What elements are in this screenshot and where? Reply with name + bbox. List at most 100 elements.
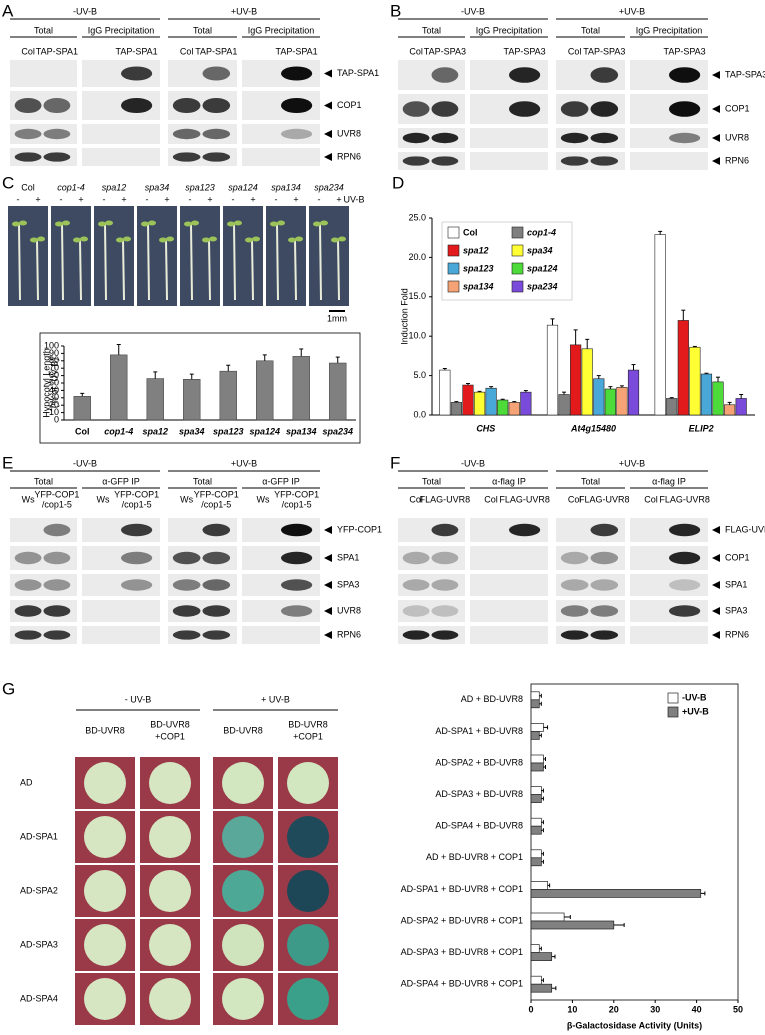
blot-strip	[470, 600, 548, 622]
cotyledon	[105, 220, 113, 226]
treatment-sign: +	[336, 194, 341, 204]
y-axis-label: Induction Fold	[399, 288, 409, 345]
y-tick-label: 40	[49, 385, 59, 395]
row-label: RPN6	[725, 629, 749, 639]
plate-column: BD-UVR8	[150, 719, 190, 729]
seedling-photo	[94, 206, 134, 306]
blot-strip	[82, 124, 160, 144]
genotype-label: spa123	[185, 182, 215, 192]
legend-label: spa123	[463, 263, 494, 273]
bar	[530, 794, 542, 803]
cotyledon	[73, 237, 81, 243]
cotyledon	[19, 220, 27, 226]
band	[402, 156, 430, 166]
arrow	[324, 554, 332, 562]
bar	[462, 384, 474, 416]
blot-group: Total	[193, 25, 212, 35]
band	[121, 66, 153, 81]
legend-swatch	[447, 244, 460, 257]
blot-strip	[10, 60, 77, 87]
band	[590, 101, 619, 117]
bar	[530, 786, 542, 795]
y-tick-label: 15.0	[408, 291, 426, 301]
band	[590, 630, 619, 640]
y-tick-label: AD-SPA3 + BD-UVR8	[435, 789, 523, 799]
yeast-spot	[84, 924, 126, 966]
seedling-photo	[180, 206, 220, 306]
x-tick-label: cop1-4	[104, 426, 133, 436]
cotyledon	[141, 221, 149, 227]
y-tick-label: 20	[49, 400, 59, 410]
bar	[73, 396, 91, 421]
cotyledon	[245, 237, 253, 243]
legend-label: spa234	[527, 281, 558, 291]
seedling	[294, 239, 297, 301]
band	[560, 630, 589, 640]
blot-strip	[556, 546, 625, 570]
blot-strip	[82, 148, 160, 166]
cotyledon	[98, 221, 106, 227]
row-label: UVR8	[337, 605, 361, 615]
band	[281, 551, 313, 565]
band	[402, 579, 430, 591]
treatment-sign: -	[232, 194, 235, 204]
x-tick-label: 30	[650, 1004, 660, 1014]
seedling	[276, 223, 279, 301]
band	[43, 128, 71, 140]
lane-label: Col	[484, 494, 498, 504]
band	[508, 67, 541, 83]
seedling-photo	[266, 206, 306, 306]
blot-header: +UV-B	[619, 6, 645, 16]
cotyledon	[313, 221, 321, 227]
lane-label: Col	[568, 46, 582, 56]
y-tick-label: 10.0	[408, 331, 426, 341]
bar	[530, 920, 615, 930]
lane-label: Col	[409, 494, 423, 504]
arrow	[324, 69, 332, 78]
arrow	[712, 105, 720, 113]
band	[560, 156, 589, 166]
y-tick-label: AD-SPA2 + BD-UVR8	[435, 757, 523, 767]
bar	[530, 817, 542, 827]
cotyledon	[80, 236, 88, 242]
treatment-sign: +	[35, 194, 40, 204]
seedling-photo	[8, 206, 48, 306]
lane-label: /cop1-5	[42, 499, 72, 509]
band	[43, 605, 71, 617]
band	[281, 66, 313, 81]
bar	[735, 398, 747, 416]
plate-column: BD-UVR8	[288, 719, 328, 729]
band	[281, 605, 313, 617]
blot-group: Total	[581, 476, 600, 486]
band	[590, 551, 619, 565]
band	[508, 101, 541, 117]
y-axis-label: Hypocotyl Length	[41, 348, 51, 418]
seedling	[61, 223, 64, 301]
plate-row: AD-SPA4	[20, 993, 58, 1003]
arrow	[324, 130, 332, 138]
plate-column: +COP1	[155, 731, 185, 741]
band	[402, 605, 430, 617]
cotyledon	[209, 236, 217, 242]
legend-swatch	[511, 226, 524, 239]
y-tick-label: AD-SPA1 + BD-UVR8	[435, 726, 523, 736]
arrow	[324, 607, 332, 615]
genotype-label: cop1-4	[57, 182, 85, 192]
band	[669, 67, 701, 83]
bar	[666, 398, 678, 416]
legend-label: Col	[463, 227, 478, 237]
arrow	[712, 581, 720, 589]
lane-label: Col	[21, 46, 35, 56]
x-tick-label: spa34	[179, 426, 205, 436]
bar	[508, 402, 520, 416]
lane-label: TAP-SPA1	[195, 46, 237, 56]
bar	[520, 391, 532, 416]
y-tick-label: 50	[49, 377, 59, 387]
arrow	[324, 153, 332, 161]
lane-label: Ws	[180, 494, 193, 504]
band	[172, 152, 201, 162]
seedling	[190, 223, 193, 301]
legend-swatch	[447, 262, 460, 275]
lane-label: Ws	[22, 494, 35, 504]
x-tick-label: At4g15480	[570, 423, 616, 433]
